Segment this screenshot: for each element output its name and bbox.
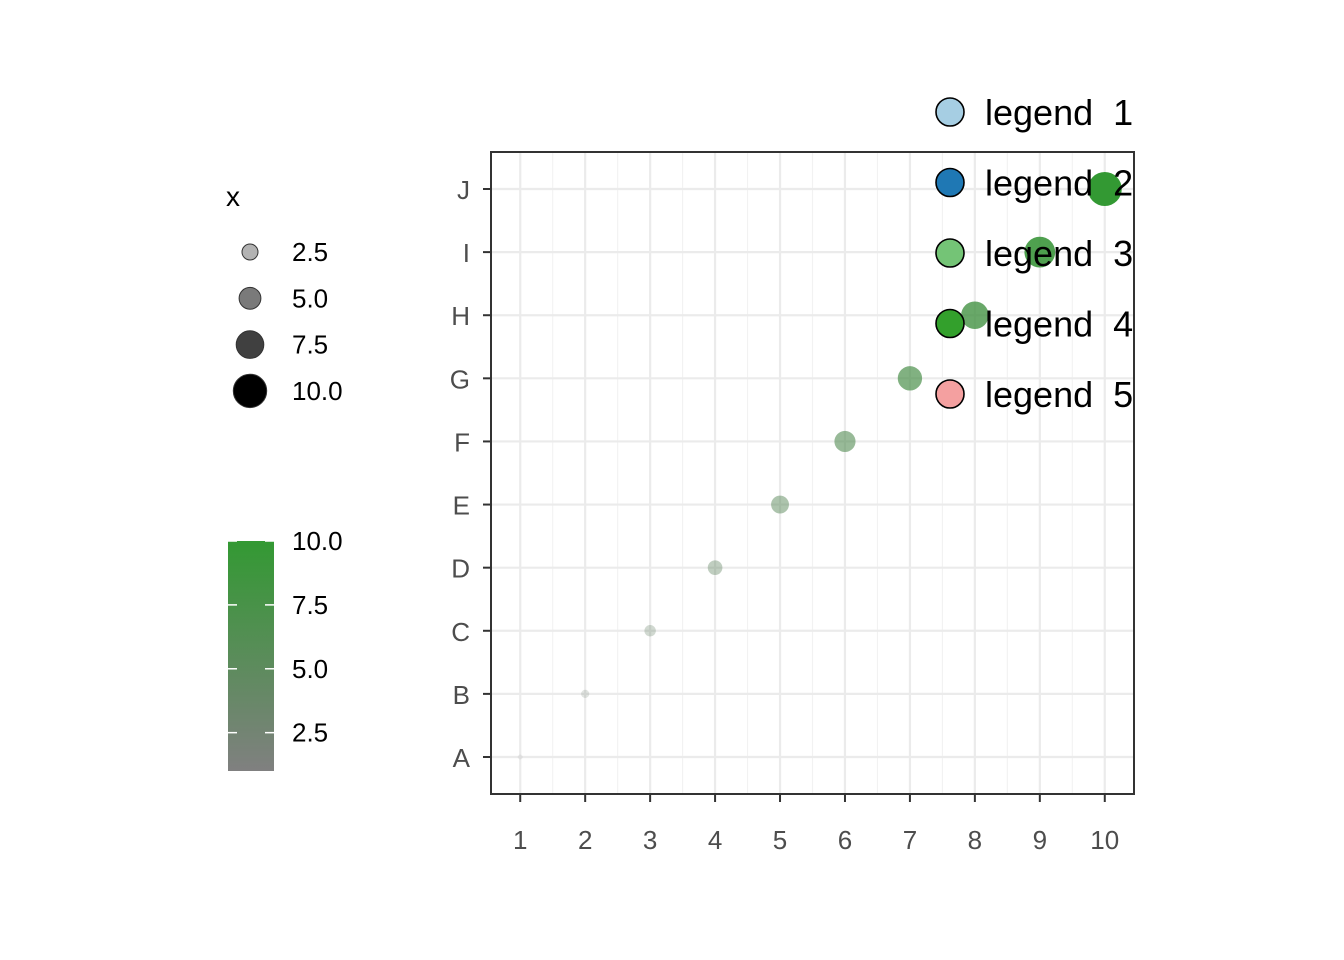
data-point: [771, 495, 789, 514]
size-legend-label: 10.0: [292, 376, 343, 406]
y-tick-label: I: [463, 238, 470, 268]
size-legend-label: 5.0: [292, 283, 328, 313]
x-tick-label: 10: [1090, 825, 1119, 855]
y-tick-label: H: [451, 301, 470, 331]
grid: [491, 152, 1134, 794]
y-tick-label: D: [451, 554, 470, 584]
key-legend: legend 1 legend 2 legend 3 legend 4 legend 5: [935, 92, 1133, 415]
key-legend-label: legend 1: [985, 92, 1133, 133]
y-tick-label: G: [450, 364, 470, 394]
x-tick-label: 9: [1033, 825, 1047, 855]
size-legend-key: [235, 330, 265, 359]
y-tick-label: E: [453, 491, 470, 521]
data-points: [517, 172, 1122, 760]
x-axis: 1 2 3 4 5 6 7 8 9 10: [513, 794, 1119, 855]
data-point: [644, 625, 656, 637]
data-point: [1087, 172, 1122, 206]
data-point: [897, 366, 923, 391]
data-point: [961, 301, 989, 329]
colorbar-label: 2.5: [292, 718, 328, 748]
y-axis: A B C D E F G H I J: [450, 175, 491, 773]
size-legend-title: x: [226, 181, 240, 212]
size-legend: x 2.5 5.0 7.5 10.0: [226, 181, 343, 409]
data-point: [707, 560, 723, 576]
key-legend-swatch: [935, 308, 965, 339]
size-legend-key: [241, 243, 259, 261]
data-point: [834, 430, 856, 453]
size-legend-key: [232, 373, 268, 409]
y-tick-label: J: [457, 175, 470, 205]
size-legend-label: 7.5: [292, 330, 328, 360]
key-legend-label: legend 2: [985, 163, 1133, 204]
key-legend-swatch: [935, 167, 965, 198]
x-tick-label: 8: [968, 825, 982, 855]
y-tick-label: B: [453, 680, 470, 710]
x-tick-label: 4: [708, 825, 722, 855]
size-legend-key: [238, 286, 262, 310]
data-point: [1024, 236, 1056, 268]
size-legend-label: 2.5: [292, 237, 328, 267]
key-legend-label: legend 3: [985, 233, 1133, 274]
x-tick-label: 1: [513, 825, 527, 855]
key-legend-swatch: [935, 238, 965, 268]
color-legend: 10.0 7.5 5.0 2.5: [228, 526, 343, 771]
colorbar-label: 7.5: [292, 590, 328, 620]
data-point: [517, 754, 523, 760]
key-legend-label: legend 4: [985, 304, 1133, 345]
plot-border: [490, 151, 1135, 795]
x-tick-label: 7: [903, 825, 917, 855]
x-tick-label: 5: [773, 825, 787, 855]
colorbar: [228, 541, 274, 771]
y-tick-label: F: [454, 427, 470, 457]
x-tick-label: 2: [578, 825, 592, 855]
y-tick-label: C: [451, 617, 470, 647]
key-legend-swatch: [935, 97, 965, 127]
x-tick-label: 6: [838, 825, 852, 855]
y-tick-label: A: [453, 743, 471, 773]
colorbar-label: 5.0: [292, 654, 328, 684]
key-legend-label: legend 5: [985, 374, 1133, 415]
key-legend-swatch: [935, 379, 965, 409]
data-point: [581, 689, 590, 699]
x-tick-label: 3: [643, 825, 657, 855]
colorbar-label: 10.0: [292, 526, 343, 556]
